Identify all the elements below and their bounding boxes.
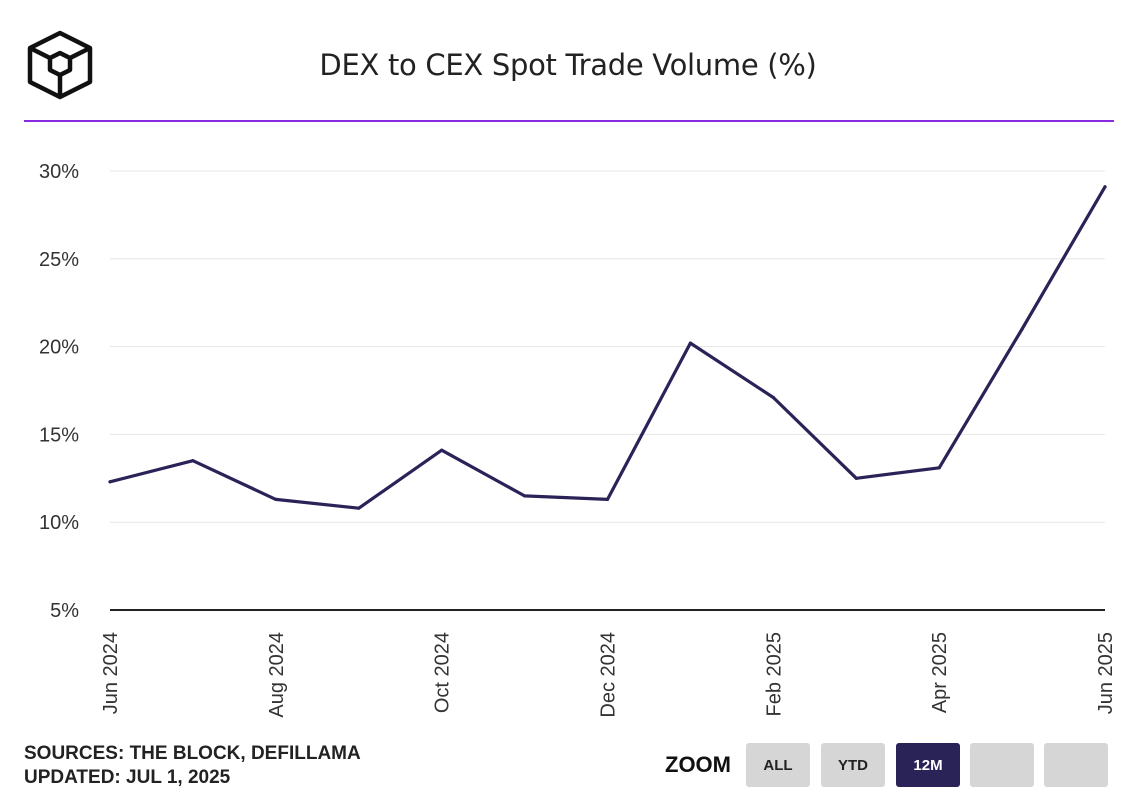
y-tick-label: 10% (39, 512, 79, 534)
y-tick-label: 30% (39, 161, 79, 183)
zoom-blank-button-2[interactable] (1044, 743, 1108, 787)
x-tick-label: Feb 2025 (763, 632, 785, 717)
footer-sources: SOURCES: THE BLOCK, DEFILLAMA UPDATED: J… (24, 742, 361, 790)
data-point (357, 506, 361, 510)
updated-text: UPDATED: JUL 1, 2025 (24, 767, 231, 788)
data-point (1020, 327, 1024, 331)
x-tick-label: Dec 2024 (598, 632, 620, 718)
data-point (854, 476, 858, 480)
data-point (937, 466, 941, 470)
data-point (688, 341, 693, 345)
y-tick-label: 25% (39, 249, 79, 271)
sources-text: SOURCES: THE BLOCK, DEFILLAMA (24, 743, 361, 764)
series-line (108, 185, 1107, 510)
chart-title: DEX to CEX Spot Trade Volume (%) (319, 48, 817, 82)
data-point (274, 497, 278, 501)
data-point (440, 448, 444, 452)
y-tick-label: 5% (50, 600, 79, 622)
zoom-label: ZOOM (665, 752, 731, 777)
data-point (771, 395, 775, 400)
x-tick-label: Jun 2024 (100, 632, 122, 714)
x-tick-label: Aug 2024 (266, 632, 288, 718)
zoom-12m-button[interactable]: 12M (896, 743, 960, 787)
data-point (108, 480, 112, 484)
x-tick-label: Jun 2025 (1095, 632, 1117, 714)
y-tick-label: 20% (39, 337, 79, 359)
data-point (605, 497, 610, 501)
x-tick-label: Apr 2025 (929, 632, 951, 713)
zoom-ytd-button[interactable]: YTD (821, 743, 885, 787)
x-tick-label: Oct 2024 (432, 632, 454, 713)
the-block-logo-icon (27, 30, 93, 100)
zoom-all-button[interactable]: ALL (746, 743, 810, 787)
data-point (1103, 185, 1107, 189)
y-tick-label: 15% (39, 424, 79, 446)
zoom-blank-button-1[interactable] (970, 743, 1034, 787)
data-point (191, 459, 195, 463)
title-divider (24, 120, 1114, 122)
data-point (522, 494, 527, 498)
